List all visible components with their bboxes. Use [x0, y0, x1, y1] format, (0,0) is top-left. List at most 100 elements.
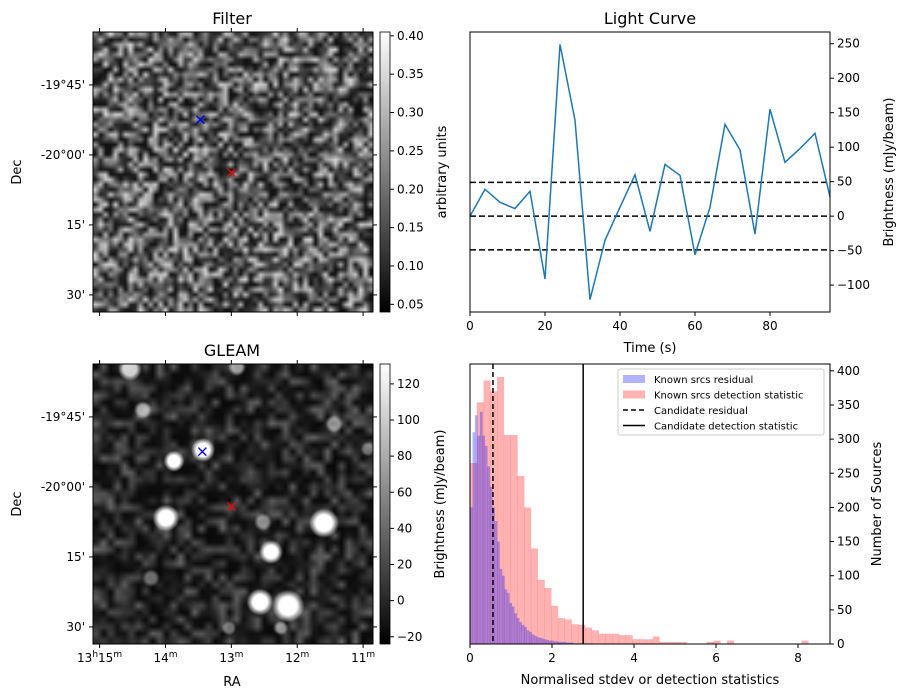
- histogram-bar: [484, 445, 488, 644]
- histogram-bar: [543, 639, 547, 644]
- histogram-xtick-label: 6: [712, 651, 720, 665]
- histogram-ytick-label: 150: [837, 535, 860, 549]
- histogram-bar: [605, 633, 613, 644]
- histogram-bar: [558, 641, 562, 644]
- histogram-bar: [497, 541, 500, 644]
- gleam-colorbar-tick-label: 60: [397, 485, 412, 499]
- histogram-bar: [541, 638, 545, 644]
- histogram-bar: [679, 641, 687, 644]
- histogram-bar: [504, 589, 508, 644]
- histogram-bar: [524, 626, 527, 644]
- histogram-bar: [570, 642, 574, 644]
- histogram-bar: [503, 435, 511, 644]
- gleam-colorbar: [379, 363, 391, 645]
- histogram-xtick-label: 2: [548, 651, 556, 665]
- histogram-bar: [546, 639, 550, 644]
- histogram-bar: [645, 639, 653, 644]
- gleam-frame: [92, 363, 374, 645]
- gleam-xtick-label: 13h15m: [77, 650, 122, 665]
- lightcurve-series-line: [469, 44, 831, 300]
- histogram-bar: [639, 639, 647, 644]
- filter-colorbar-tick-label: 0.40: [397, 29, 424, 43]
- legend-entry-label: Known srcs residual: [654, 375, 753, 386]
- legend-entry-label: Known srcs detection statistic: [654, 391, 803, 402]
- lightcurve-ytick-label: 200: [837, 71, 860, 85]
- histogram-bar: [470, 463, 478, 644]
- histogram-bar: [521, 624, 525, 644]
- legend-swatch: [623, 375, 645, 383]
- histogram-bar: [514, 613, 518, 644]
- histogram-bar: [499, 568, 503, 644]
- histogram-bar: [632, 639, 640, 644]
- lightcurve-xtick-label: 60: [687, 319, 702, 333]
- gleam-colorbar-tick-label: 0: [397, 594, 405, 608]
- histogram-ytick-label: 50: [837, 603, 852, 617]
- gleam-colorbar-tick-label: 40: [397, 521, 412, 535]
- histogram-bar: [516, 618, 520, 644]
- histogram-xlabel: Normalised stdev or detection statistics: [521, 673, 780, 688]
- filter-title: Filter: [212, 9, 252, 28]
- histogram-bar: [553, 641, 557, 644]
- histogram-bar: [524, 507, 532, 644]
- histogram-bar: [565, 642, 569, 644]
- lightcurve-ytick-label: 0: [837, 209, 845, 223]
- histogram-bar: [612, 633, 620, 644]
- histogram-bar: [494, 521, 498, 644]
- histogram-bar: [479, 411, 483, 644]
- histogram-bar: [625, 635, 633, 644]
- lightcurve-xtick-label: 20: [537, 319, 552, 333]
- filter-ytick-label: 30': [66, 288, 85, 302]
- gleam-colorbar-tick-label: 120: [397, 377, 420, 391]
- histogram-ytick-label: 100: [837, 569, 860, 583]
- histogram-bar: [538, 637, 542, 644]
- gleam-colorbar-tick-label: −20: [397, 630, 422, 644]
- gleam-colorbar-tick-label: 100: [397, 413, 420, 427]
- histogram-bar: [571, 624, 579, 644]
- histogram-bar: [618, 635, 626, 644]
- histogram-bar: [578, 624, 586, 644]
- histogram-bar: [506, 592, 510, 644]
- gleam-colorbar-tick-label: 20: [397, 558, 412, 572]
- histogram-bar: [544, 588, 552, 644]
- filter-frame: [92, 31, 374, 313]
- histogram-ytick-label: 400: [837, 364, 860, 378]
- histogram-bar: [533, 635, 537, 644]
- legend-entry-label: Candidate detection statistic: [654, 422, 798, 433]
- histogram-ytick-label: 350: [837, 398, 860, 412]
- marker-x-icon: [195, 115, 205, 125]
- lightcurve-ytick-label: −50: [837, 244, 862, 258]
- lightcurve-ylabel: Brightness (mJy/beam): [882, 98, 897, 247]
- histogram-bar: [517, 476, 525, 644]
- histogram-bar: [548, 640, 552, 644]
- histogram-bar: [568, 642, 572, 644]
- filter-colorbar-tick-label: 0.10: [397, 259, 424, 273]
- histogram-bar: [483, 380, 491, 644]
- histogram-bar: [551, 605, 559, 644]
- histogram-bar: [666, 641, 674, 644]
- histogram-bar: [561, 641, 564, 644]
- gleam-colorbar-tick-label: 80: [397, 449, 412, 463]
- lightcurve-ytick-label: 100: [837, 140, 860, 154]
- lightcurve-frame: [469, 31, 831, 313]
- histogram-ytick-label: 0: [837, 637, 845, 651]
- histogram-bar: [489, 486, 493, 644]
- filter-colorbar-tick-label: 0.25: [397, 144, 424, 158]
- lightcurve-ytick-label: 150: [837, 106, 860, 120]
- histogram-xtick-label: 8: [794, 651, 802, 665]
- filter-colorbar-tick-label: 0.05: [397, 297, 424, 311]
- gleam-ytick-label: -19°45': [41, 410, 85, 424]
- histogram-bar: [652, 636, 660, 644]
- lightcurve-xtick-label: 80: [762, 319, 777, 333]
- histogram-bar: [519, 622, 522, 644]
- legend-entry-label: Candidate residual: [654, 406, 748, 417]
- histogram-bar: [477, 435, 481, 644]
- histogram-ytick-label: 200: [837, 500, 860, 514]
- histogram-legend: [617, 368, 825, 436]
- gleam-ytick-label: 15': [66, 550, 85, 564]
- histogram-bar: [537, 579, 545, 644]
- histogram-bar: [801, 640, 809, 644]
- filter-colorbar-tick-label: 0.20: [397, 182, 424, 196]
- histogram-bar: [509, 603, 513, 644]
